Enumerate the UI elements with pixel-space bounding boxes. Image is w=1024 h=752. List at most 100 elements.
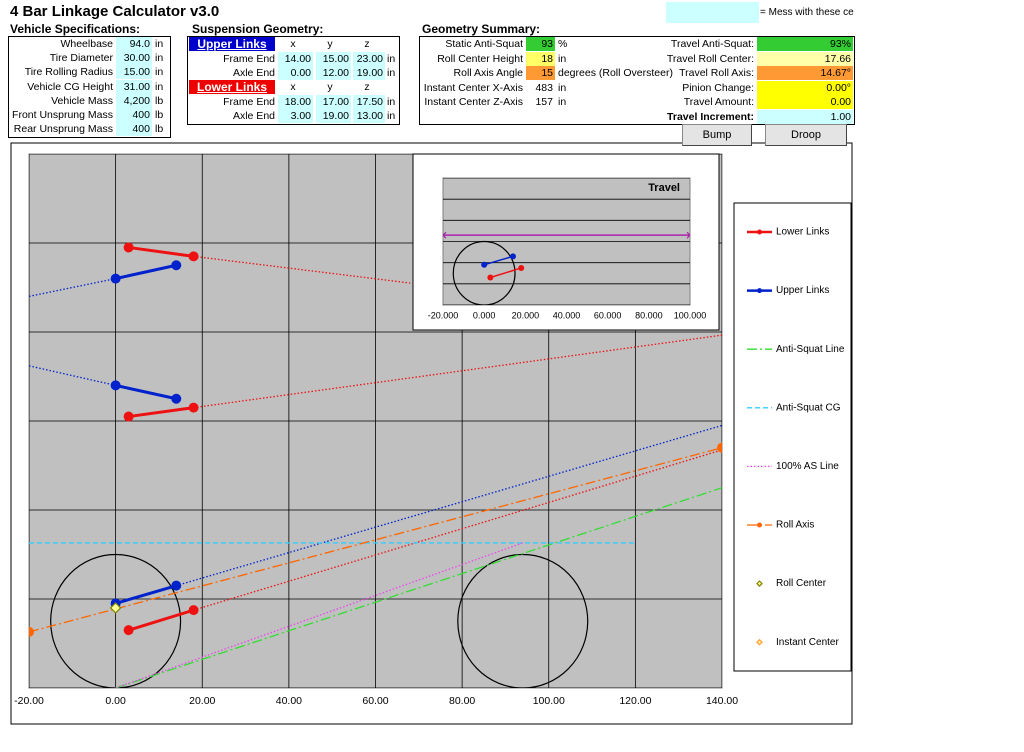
coordinate-value: 15.00 — [316, 51, 351, 66]
extension-line — [193, 255, 411, 284]
legend-box — [733, 202, 852, 672]
summary-unit: in — [558, 52, 567, 65]
legend-label: Lower Links — [776, 227, 829, 238]
legend-marker — [757, 229, 762, 235]
wheel — [50, 553, 182, 688]
summary-label: Static Anti-Squat — [445, 38, 523, 50]
chart-title: Travel — [648, 182, 680, 194]
point-marker — [188, 251, 199, 262]
series-line — [29, 447, 722, 633]
travel-value: 0.00 — [757, 95, 853, 109]
coordinate-value: 19.00 — [353, 66, 385, 80]
travel-value: 93% — [757, 37, 853, 51]
summary-unit: % — [558, 38, 568, 50]
axis-label: z — [364, 81, 370, 93]
spec-unit: lb — [155, 109, 164, 121]
extension-line — [115, 424, 722, 605]
x-tick-label: 120.00 — [619, 695, 651, 707]
summary-value: 157 — [535, 96, 553, 108]
spec-unit: in — [155, 38, 164, 50]
spec-label: Front Unsprung Mass — [12, 109, 113, 121]
spec-value: 4,200 — [116, 93, 152, 108]
x-tick-label: 100.00 — [533, 695, 565, 707]
spec-unit: in — [155, 80, 164, 93]
coordinate-value: 13.00 — [353, 109, 385, 123]
spec-value: 400 — [116, 122, 152, 137]
x-tick-label: -20.000 — [428, 310, 459, 320]
series-line — [115, 263, 177, 605]
wheel — [457, 553, 589, 688]
point-marker — [123, 411, 134, 422]
page-title: 4 Bar Linkage Calculator v3.0 — [10, 3, 220, 20]
legend-marker — [756, 638, 763, 646]
summary-unit: in — [558, 81, 567, 94]
section-title: Vehicle Specifications: — [10, 22, 141, 36]
axis-label: y — [327, 38, 333, 50]
legend-label: 100% AS Line — [776, 461, 839, 472]
summary-label: Roll Center Height — [437, 52, 523, 65]
point-marker — [518, 264, 525, 271]
summary-unit: in — [558, 96, 567, 108]
point-marker — [487, 274, 494, 281]
coordinate-value: 12.00 — [316, 66, 351, 80]
legend-label: Anti-Squat Line — [776, 344, 845, 355]
link-end-label: Axle End — [232, 67, 275, 79]
summary-unit: degrees (Roll Oversteer) — [558, 67, 673, 79]
series-line — [490, 267, 522, 279]
legend-marker — [756, 580, 763, 587]
travel-label: Travel Roll Axis: — [679, 67, 754, 79]
travel-value: 14.67° — [757, 66, 853, 80]
x-tick-label: 0.00 — [105, 695, 126, 707]
action-button[interactable]: Bump — [682, 124, 752, 146]
travel-value: 17.66 — [757, 51, 853, 66]
input-color-key — [666, 2, 759, 23]
coordinate-value: 17.50 — [353, 94, 385, 109]
legend-marker — [757, 288, 762, 294]
x-tick-label: 0.000 — [473, 310, 496, 320]
legend-label: Upper Links — [776, 285, 829, 296]
travel-label: Travel Amount: — [683, 96, 754, 108]
spec-value: 94.0 — [116, 37, 152, 51]
point-marker — [686, 231, 690, 239]
spec-unit: lb — [155, 94, 164, 107]
travel-label: Pinion Change: — [682, 81, 754, 94]
x-tick-label: 140.00 — [706, 695, 738, 707]
action-button[interactable]: Droop — [765, 124, 847, 146]
point-marker — [123, 242, 134, 253]
summary-value: 18 — [526, 51, 555, 66]
spec-value: 31.00 — [116, 79, 152, 94]
unit: in — [387, 52, 396, 65]
axis-label: x — [290, 38, 296, 50]
x-tick-label: 20.000 — [512, 310, 540, 320]
x-tick-label: 60.00 — [362, 695, 388, 707]
legend-label: Instant Center — [776, 637, 839, 648]
summary-label: Roll Axis Angle — [453, 67, 523, 79]
x-tick-label: 100.000 — [674, 310, 707, 320]
axis-label: z — [364, 38, 370, 50]
extension-line — [193, 449, 722, 611]
x-tick-label: 40.000 — [553, 310, 581, 320]
coordinate-value: 19.00 — [316, 109, 351, 123]
legend-label: Roll Center — [776, 578, 827, 589]
point-marker — [717, 442, 722, 453]
axis-label: y — [327, 81, 333, 93]
unit: in — [387, 67, 396, 79]
summary-value: 483 — [535, 81, 553, 94]
point-marker — [188, 402, 199, 413]
series-line — [483, 255, 514, 266]
spec-label: Vehicle Mass — [51, 94, 113, 107]
point-marker — [123, 625, 134, 636]
summary-label: Instant Center Z-Axis — [424, 96, 523, 108]
point-marker — [110, 273, 121, 284]
summary-value: 15 — [526, 66, 555, 80]
point-marker — [109, 602, 122, 614]
wheel — [452, 240, 516, 305]
point-marker — [188, 605, 199, 616]
legend-marker — [757, 522, 762, 528]
travel-label: Travel Increment: — [667, 110, 754, 123]
coordinate-value: 17.00 — [316, 94, 351, 109]
point-marker — [171, 580, 182, 591]
